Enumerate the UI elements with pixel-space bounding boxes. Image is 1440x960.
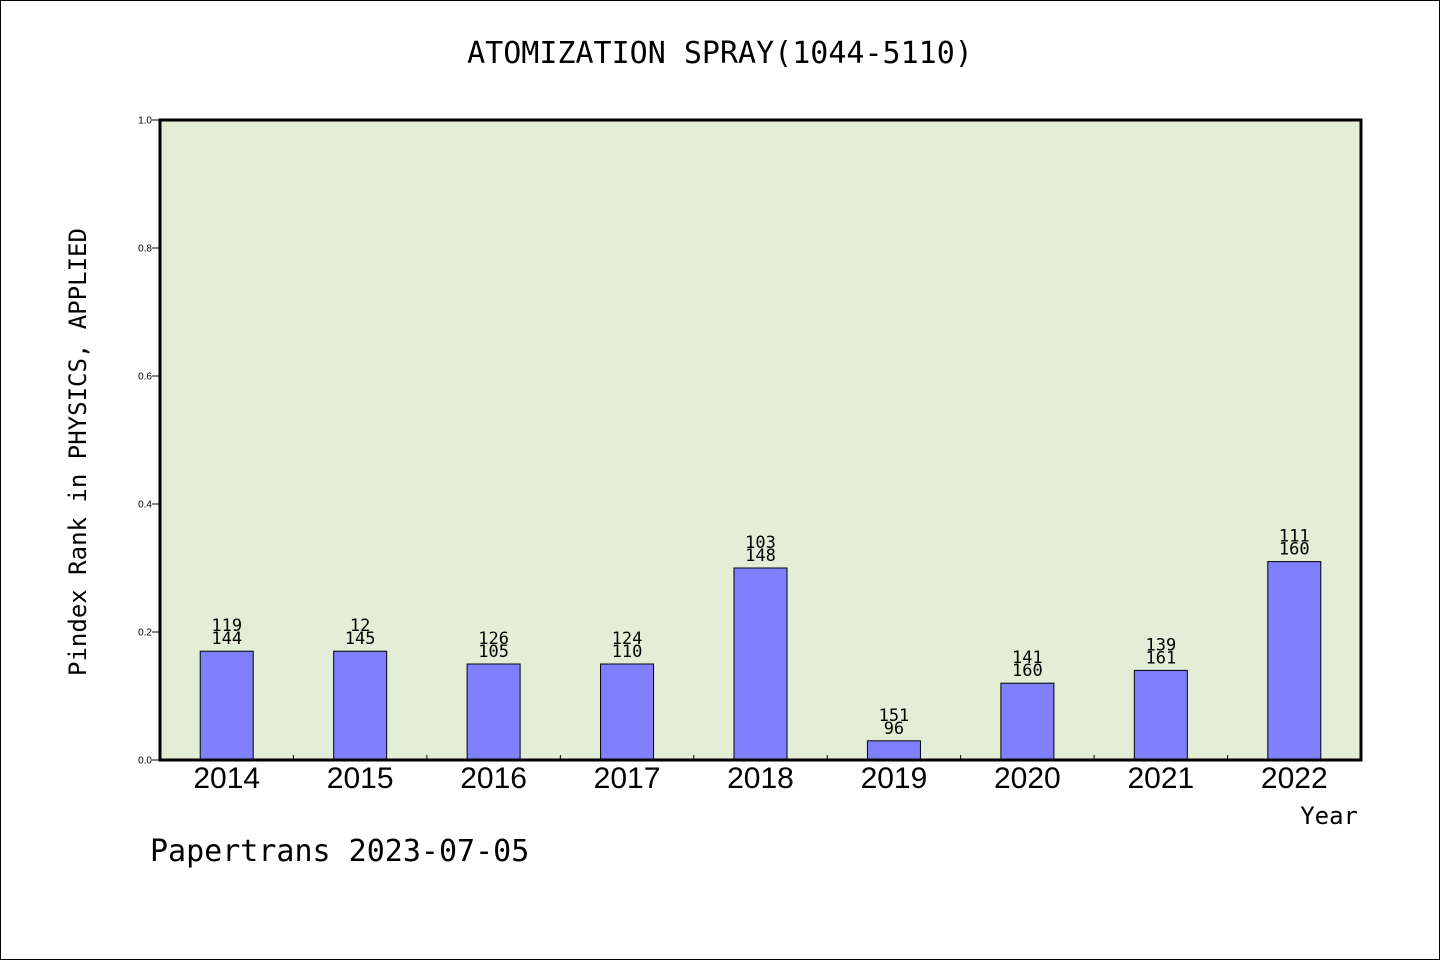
y-tick-label: 1.0 — [138, 116, 152, 127]
bar-label-lower: 145 — [345, 629, 376, 649]
bar-label-lower: 105 — [478, 642, 509, 662]
bar-label-upper: 111 — [1279, 527, 1310, 547]
bar-label-upper: 141 — [1012, 648, 1043, 668]
bar — [466, 663, 521, 761]
x-tick-label: 2017 — [594, 762, 661, 795]
bar-label-upper: 12 — [350, 616, 370, 636]
y-tick-label: 0.0 — [138, 756, 152, 767]
bar — [1133, 669, 1188, 761]
bar — [866, 740, 921, 761]
bar — [333, 650, 388, 761]
bar-label-upper: 103 — [745, 533, 776, 553]
bar-label-upper: 126 — [478, 629, 509, 649]
bar — [1000, 682, 1055, 761]
x-tick-label: 2021 — [1127, 762, 1194, 795]
x-tick-label: 2019 — [861, 762, 928, 795]
bar-label-upper: 151 — [879, 706, 910, 726]
bar-label-lower: 110 — [612, 642, 643, 662]
y-tick-label: 0.8 — [138, 244, 152, 255]
bar — [600, 663, 655, 761]
bar-label-lower: 96 — [884, 719, 904, 739]
x-tick-label: 2016 — [460, 762, 527, 795]
chart-title: ATOMIZATION SPRAY(1044-5110) — [467, 36, 973, 71]
bar-label-upper: 139 — [1145, 635, 1176, 655]
bar-label-lower: 161 — [1145, 648, 1176, 668]
bar-label-lower: 148 — [745, 546, 776, 566]
x-tick-label: 2018 — [727, 762, 794, 795]
bar-label-lower: 144 — [211, 629, 242, 649]
x-axis-label: Year — [1300, 802, 1358, 830]
bar-label-lower: 160 — [1012, 661, 1043, 681]
bar — [1267, 561, 1322, 761]
y-tick-label: 0.6 — [138, 372, 152, 383]
y-tick-label: 0.4 — [138, 500, 152, 511]
x-tick-label: 2014 — [193, 762, 260, 795]
y-tick-label: 0.2 — [138, 628, 152, 639]
x-tick-label: 2020 — [994, 762, 1061, 795]
bar-label-upper: 124 — [612, 629, 643, 649]
x-tick-label: 2015 — [327, 762, 394, 795]
bar — [733, 567, 788, 761]
footer-credit: Papertrans 2023-07-05 — [150, 834, 530, 869]
plot-frame — [158, 118, 1363, 762]
bar — [199, 650, 254, 761]
bar-label-lower: 160 — [1279, 540, 1310, 560]
x-tick-label: 2022 — [1261, 762, 1328, 795]
bar-label-upper: 119 — [211, 616, 242, 636]
